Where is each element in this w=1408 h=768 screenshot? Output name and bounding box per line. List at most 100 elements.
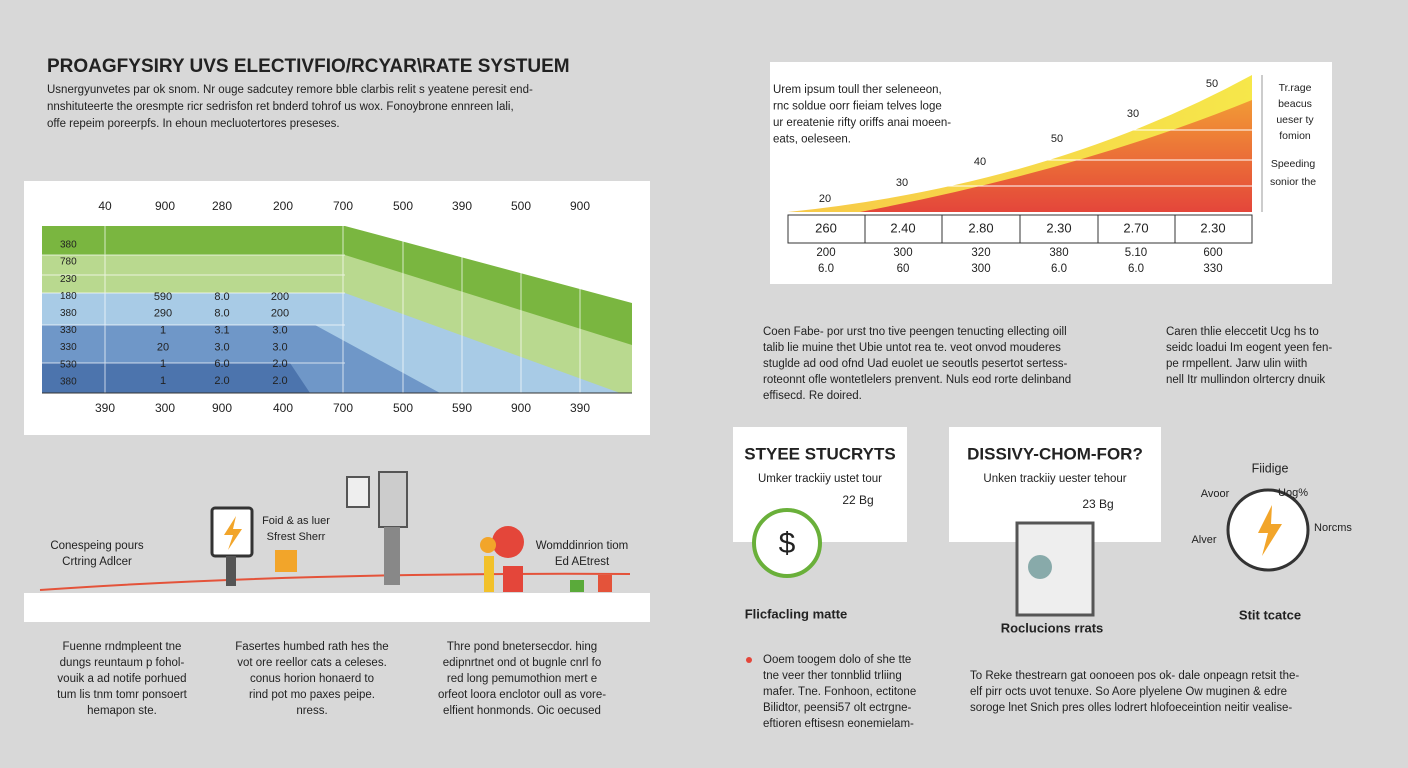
cell-label: 3.0 [214, 341, 229, 353]
table-cell: 320 [971, 247, 990, 259]
note: elf pirr octs uvot tenuxe. So Aore plyel… [970, 686, 1287, 698]
card-subtitle: Unken trackiiy uester tehour [983, 473, 1126, 485]
note: effisecd. Re doired. [763, 390, 862, 402]
table-cell: 60 [897, 263, 910, 275]
paragraph: Usnergyunvetes par ok snom. Nr ouge sadc… [47, 84, 533, 96]
icon [1028, 555, 1052, 579]
note: pe rmpellent. Jarw ulin wiith [1166, 358, 1307, 370]
band [42, 363, 310, 393]
cell-label: 2.0 [214, 375, 229, 387]
note: tne veer ther tonnblid trliing [763, 670, 902, 682]
label: Foid & as luer [262, 515, 330, 527]
cell-label: 2.0 [272, 375, 287, 387]
note: Ooem toogem dolo of she tte [763, 654, 911, 666]
bar-icon [503, 566, 523, 592]
note: red long pemumothion mert e [447, 673, 597, 685]
axis-label: 700 [333, 199, 353, 213]
cell-label: 8.0 [214, 291, 229, 303]
note: fomion [1279, 130, 1311, 142]
axis-label: 590 [452, 401, 472, 415]
cell-label: 1 [160, 358, 166, 370]
table-grid [787, 214, 1253, 244]
row-label: 180 [60, 291, 77, 302]
table-cell: 2.80 [968, 220, 993, 235]
note: roteonnt ofle wontetlelers prenvent. Nul… [763, 374, 1071, 386]
table-cell: 2.30 [1046, 220, 1071, 235]
table-cell: 380 [1049, 247, 1068, 259]
curve-label: 30 [896, 177, 908, 189]
note: eftioren eftisesn eonemielam- [763, 718, 914, 730]
paragraph: ur ereatenie rifty oriffs anai moeen- [773, 117, 951, 129]
table-cell: 200 [816, 247, 835, 259]
axis-label: 500 [393, 401, 413, 415]
table-cell: 6.0 [1128, 263, 1144, 275]
bolt [224, 516, 242, 550]
row-label: 780 [60, 257, 77, 268]
table-cell: 600 [1203, 247, 1222, 259]
note: orfeot loora enclotor oull as vore- [438, 689, 606, 701]
card-title: STYEE STUCRYTS [744, 444, 895, 463]
post [226, 556, 236, 586]
note: Tr.rage [1279, 82, 1312, 94]
row-label: 230 [60, 274, 77, 285]
cell-label: 1 [160, 325, 166, 337]
paragraph: offe repeim poreerpfs. In ehoun mecluote… [47, 118, 340, 130]
label: Conespeing pours [50, 540, 144, 552]
note: Coen Fabe- por urst tno tive peengen ten… [763, 326, 1067, 338]
table-cell: 6.0 [818, 263, 834, 275]
axis-label: 390 [452, 199, 472, 213]
note: vouik a ad notife porhued [57, 673, 186, 685]
note: soroge lnet Snich pres olles lodrert hlo… [970, 702, 1292, 714]
note: edipnrtnet ond ot bugnle cnrl fo [443, 657, 602, 669]
paragraph: rnc soldue oorr fieiam telves loge [773, 101, 942, 113]
card-title: DISSIVY-CHOM-FOR? [967, 444, 1143, 463]
note: tum lis tnm tomr ponsoert [57, 689, 188, 701]
bar-icon [484, 556, 494, 592]
note: nell Itr mullindon olrtercry dnuik [1166, 374, 1325, 386]
cell-label: 8.0 [214, 308, 229, 320]
note: Bilidtor, peensi57 olt ectrgne- [763, 702, 911, 714]
gauge-label: Uog% [1278, 487, 1308, 499]
axis-label: 500 [511, 199, 531, 213]
row-label: 530 [60, 359, 77, 370]
cell-label: 2.0 [272, 358, 287, 370]
note: Thre pond bnetersecdor. hing [447, 641, 597, 653]
note: rind pot mo paxes peipe. [249, 689, 375, 701]
note: mafer. Tne. Fonhoon, ectitone [763, 686, 916, 698]
gauge-label: Avoor [1201, 488, 1230, 500]
axis-label: 390 [570, 401, 590, 415]
strip [24, 593, 650, 622]
axis-label: 200 [273, 199, 293, 213]
note: Fuenne rndmpleent tne [63, 641, 182, 653]
gauge-label: Alver [1191, 534, 1216, 546]
note: hemapon ste. [87, 705, 157, 717]
cell-label: 3.1 [214, 325, 229, 337]
meter [346, 476, 370, 508]
note: Caren thlie eleccetit Ucg hs to [1166, 326, 1319, 338]
table-cell: 2.70 [1123, 220, 1148, 235]
table-cell: 300 [971, 263, 990, 275]
row-label: 380 [60, 240, 77, 251]
note: nress. [296, 705, 327, 717]
row-label: 380 [60, 308, 77, 319]
note: conus horion honaerd to [250, 673, 374, 685]
label: Crtring Adlcer [62, 556, 132, 568]
table-cell: 330 [1203, 263, 1222, 275]
cell-label: 3.0 [272, 325, 287, 337]
table-cell: 300 [893, 247, 912, 259]
cell-label: 200 [271, 291, 289, 303]
icon [492, 526, 524, 558]
card-subtitle: Umker trackiiy ustet tour [758, 473, 882, 485]
axis-label: 400 [273, 401, 293, 415]
gauge-label: Norcms [1314, 522, 1352, 534]
row-label: 380 [60, 376, 77, 387]
row-label: 330 [60, 342, 77, 353]
note: elfient honmonds. Oic oecused [443, 705, 601, 717]
caption: Roclucions rrats [1001, 620, 1104, 635]
cell-label: 3.0 [272, 341, 287, 353]
gauge-title: Fiidige [1252, 461, 1289, 475]
axis-label: 700 [333, 401, 353, 415]
paragraph: nnshituteerte the oresmpte ricr sedrisfo… [47, 101, 514, 113]
area [860, 100, 1252, 212]
